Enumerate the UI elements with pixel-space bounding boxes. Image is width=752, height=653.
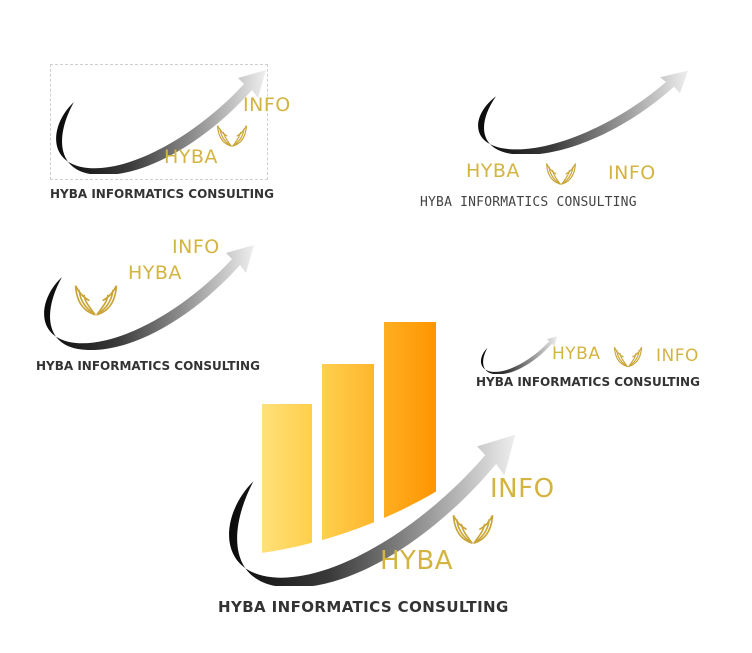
logo-hyba-text: HYBA — [164, 146, 218, 168]
logo-hyba-text: HYBA — [380, 546, 454, 576]
logo-hyba-text: HYBA — [128, 262, 182, 284]
emblem-bar-2 — [322, 364, 374, 554]
logo-info-text: INFO — [172, 236, 220, 258]
selection-box — [50, 64, 268, 180]
wings-icon — [215, 120, 249, 150]
swoosh-arrow-icon — [218, 426, 518, 586]
wings-icon — [72, 278, 120, 320]
logo-info-text: INFO — [608, 162, 656, 184]
logo-company-name: HYBA INFORMATICS CONSULTING — [50, 187, 274, 201]
wings-icon — [612, 342, 644, 370]
logo-hyba-text: HYBA — [466, 160, 520, 182]
swoosh-arrow-icon — [470, 66, 690, 154]
logo-variant-1[interactable]: INFO HYBA HYBA INFORMATICS CONSULTING — [48, 62, 291, 207]
logo-company-name: HYBA INFORMATICS CONSULTING — [36, 359, 260, 373]
logo-hyba-text: HYBA — [552, 344, 601, 364]
emblem-bar-1 — [262, 404, 312, 554]
wings-icon — [544, 158, 578, 188]
wings-icon — [450, 508, 496, 548]
logo-company-name: HYBA INFORMATICS CONSULTING — [420, 195, 637, 210]
swoosh-arrow-icon — [48, 64, 268, 174]
logo-variant-4[interactable]: HYBA INFO HYBA INFORMATICS CONSULTING — [474, 334, 724, 394]
logo-variant-3[interactable]: INFO HYBA HYBA INFORMATICS CONSULTING — [34, 234, 294, 379]
logo-info-text: INFO — [490, 474, 555, 504]
logo-variant-5[interactable]: INFO HYBA HYBA INFORMATICS CONSULTING — [214, 318, 554, 623]
logo-company-name: HYBA INFORMATICS CONSULTING — [476, 375, 700, 389]
logo-info-text: INFO — [656, 346, 699, 366]
logo-info-text: INFO — [243, 94, 291, 116]
logo-variant-2[interactable]: HYBA INFO HYBA INFORMATICS CONSULTING — [420, 66, 720, 216]
logo-company-name: HYBA INFORMATICS CONSULTING — [218, 598, 509, 616]
